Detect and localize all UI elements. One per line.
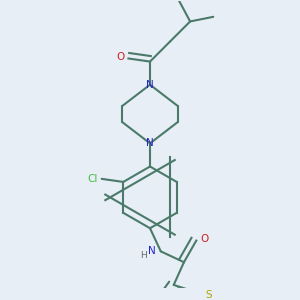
Text: N: N (148, 246, 155, 256)
Text: N: N (146, 138, 154, 148)
Text: O: O (117, 52, 125, 62)
Text: N: N (146, 80, 154, 90)
Text: H: H (140, 251, 147, 260)
Text: Cl: Cl (87, 174, 98, 184)
Text: S: S (206, 290, 212, 300)
Text: O: O (200, 234, 208, 244)
